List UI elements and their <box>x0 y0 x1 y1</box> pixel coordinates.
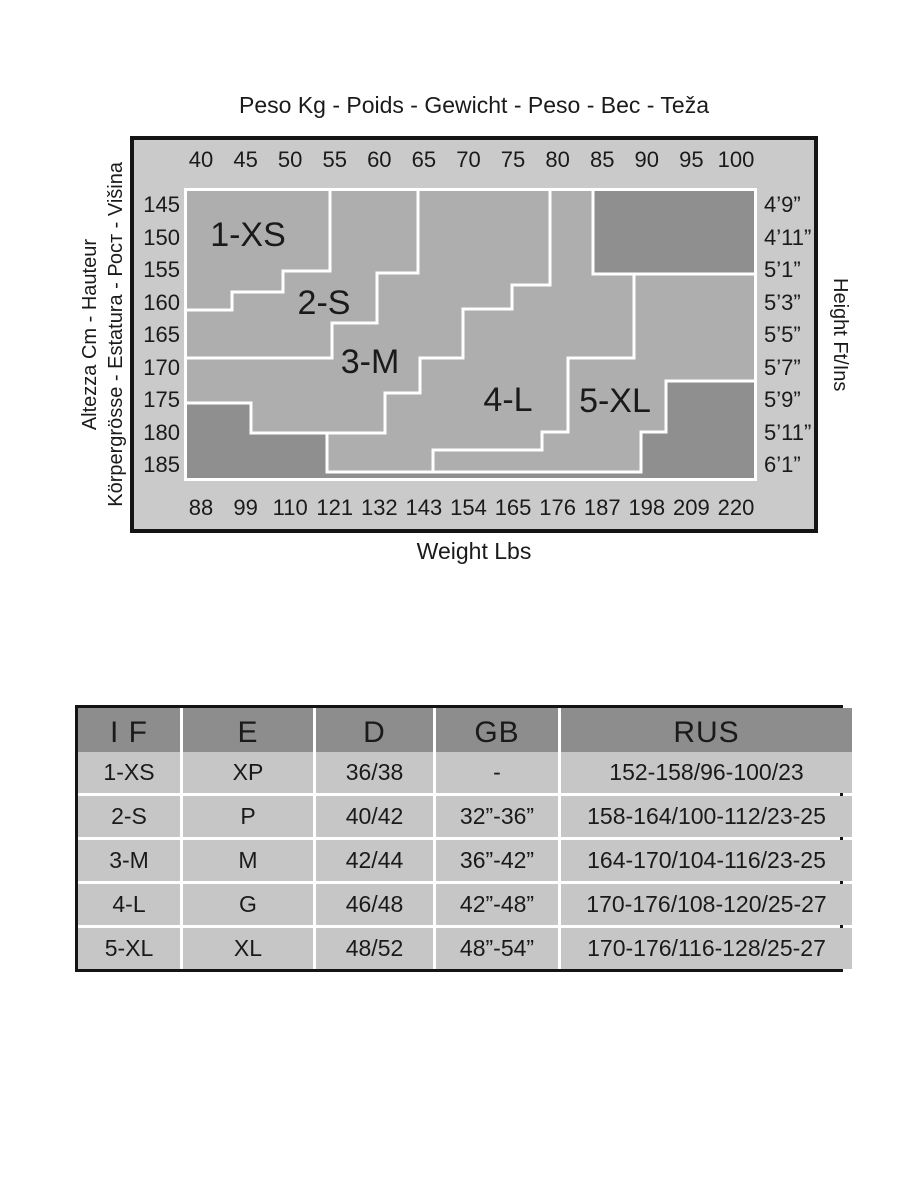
size-conversion-table: I F E D GB RUS 1-XS XP 36/38-152-158/96-100/23 2… <box>75 705 852 972</box>
table-cell-r5-c2: XL <box>183 928 313 969</box>
kg-tick-40: 40 <box>188 147 214 172</box>
table-cell-r5-c3: 48/52 <box>316 928 433 969</box>
ftins-tick-2: 5’1” <box>764 257 801 282</box>
kg-tick-45: 45 <box>233 147 258 172</box>
kg-tick-60: 60 <box>367 147 392 172</box>
kg-tick-75: 75 <box>500 147 526 172</box>
cm-tick-160: 160 <box>143 289 180 315</box>
table-header-gb: GB <box>436 708 558 758</box>
table-cell-r3-c4: 36”-42” <box>436 840 558 881</box>
kg-tick-80: 80 <box>545 147 570 172</box>
table-cell-r4-c5: 170-176/108-120/25-27 <box>561 884 852 925</box>
table-cell-r2-c5: 158-164/100-112/23-25 <box>561 796 852 837</box>
zone-3-m-label: 3-M <box>341 343 400 381</box>
table-cell-r3-c1: 3-M <box>78 840 180 881</box>
lbs-tick-176: 176 <box>539 495 576 520</box>
table-cell-r1-c5: 152-158/96-100/23 <box>561 752 852 793</box>
table-header-d: D <box>316 708 433 758</box>
table-cell-r3-c2: M <box>183 840 313 881</box>
kg-tick-55: 55 <box>322 147 347 172</box>
cm-tick-155: 155 <box>143 257 180 282</box>
ftins-tick-3: 5’3” <box>764 289 801 315</box>
lbs-tick-220: 220 <box>717 495 755 520</box>
kg-tick-90: 90 <box>634 147 660 172</box>
kg-tick-65: 65 <box>411 147 437 172</box>
table-cell-r4-c3: 46/48 <box>316 884 433 925</box>
cm-tick-165: 165 <box>143 322 180 347</box>
size-chart-box: 1-XS 2-S 3-M 4-L 5-XL 40 45 50 55 60 65 70 75 80 85 90… <box>130 136 818 533</box>
zone-5-xl-label: 5-XL <box>579 382 651 420</box>
cm-tick-175: 175 <box>143 387 180 412</box>
cm-tick-150: 150 <box>143 224 180 250</box>
lbs-tick-143: 143 <box>405 495 443 520</box>
zone-4-l-label: 4-L <box>483 381 532 419</box>
chart-title: Peso Kg - Poids - Gewicht - Peso - Bec -… <box>239 92 709 118</box>
ftins-tick-5: 5’7” <box>764 354 801 380</box>
table-cell-r2-c2: P <box>183 796 313 837</box>
zone-dark-top-right <box>591 188 757 276</box>
plot-frame <box>184 188 757 481</box>
left-axis-title-line2: Körpergrösse - Estatura - Рост - Višina <box>105 162 127 507</box>
table-header-e: E <box>183 708 313 758</box>
lbs-tick-187: 187 <box>583 495 621 520</box>
lbs-tick-99: 99 <box>233 495 258 520</box>
table-cell-r1-c4: - <box>436 752 558 793</box>
size-zone-plot: 1-XS 2-S 3-M 4-L 5-XL <box>184 188 757 481</box>
left-axis-title-line1: Altezza Cm - Hauteur <box>79 238 101 431</box>
table-header-i-f: I F <box>78 708 180 758</box>
table-cell-r5-c1: 5-XL <box>78 928 180 969</box>
table-cell-r2-c3: 40/42 <box>316 796 433 837</box>
table-cell-r1-c3: 36/38 <box>316 752 433 793</box>
cm-tick-145: 145 <box>143 192 180 217</box>
zone-dark-bottom <box>184 379 757 481</box>
table-cell-r3-c5: 164-170/104-116/23-25 <box>561 840 852 881</box>
bottom-axis-title: Weight Lbs <box>416 538 532 564</box>
kg-tick-70: 70 <box>456 147 481 172</box>
cm-tick-170: 170 <box>143 354 180 380</box>
lbs-tick-154: 154 <box>450 495 487 520</box>
lbs-tick-209: 209 <box>673 495 710 520</box>
lbs-tick-132: 132 <box>360 495 398 520</box>
zone-2-s-label: 2-S <box>298 284 351 322</box>
table-cell-r4-c1: 4-L <box>78 884 180 925</box>
kg-tick-95: 95 <box>679 147 704 172</box>
ftins-tick-6: 5’9” <box>764 387 801 412</box>
table-cell-r1-c2: XP <box>183 752 313 793</box>
kg-tick-50: 50 <box>277 147 303 172</box>
lbs-tick-121: 121 <box>316 495 354 520</box>
kg-tick-85: 85 <box>589 147 615 172</box>
lbs-tick-88: 88 <box>188 495 214 520</box>
table-header-rus: RUS <box>561 708 852 758</box>
cm-tick-185: 185 <box>143 452 180 477</box>
lbs-tick-198: 198 <box>628 495 666 520</box>
ftins-tick-4: 5’5” <box>764 322 801 347</box>
zone-1-xs-label: 1-XS <box>210 216 286 254</box>
table-cell-r1-c1: 1-XS <box>78 752 180 793</box>
table-cell-r2-c1: 2-S <box>78 796 180 837</box>
table-cell-r2-c4: 32”-36” <box>436 796 558 837</box>
lbs-tick-110: 110 <box>272 495 308 520</box>
right-axis-title: Height Ft/Ins <box>829 277 851 392</box>
ftins-tick-7: 5’11” <box>764 419 812 445</box>
ftins-tick-8: 6’1” <box>764 452 801 477</box>
ftins-tick-0: 4’9” <box>764 192 801 217</box>
table-cell-r4-c2: G <box>183 884 313 925</box>
table-cell-r3-c3: 42/44 <box>316 840 433 881</box>
table-cell-r4-c4: 42”-48” <box>436 884 558 925</box>
ftins-tick-1: 4’11” <box>764 224 812 250</box>
kg-tick-100: 100 <box>717 147 755 172</box>
table-cell-r5-c5: 170-176/116-128/25-27 <box>561 928 852 969</box>
left-axis-title: Altezza Cm - Hauteur Körpergrösse - Esta… <box>76 136 130 533</box>
lbs-tick-165: 165 <box>494 495 532 520</box>
cm-tick-180: 180 <box>143 419 180 445</box>
table-cell-r5-c4: 48”-54” <box>436 928 558 969</box>
